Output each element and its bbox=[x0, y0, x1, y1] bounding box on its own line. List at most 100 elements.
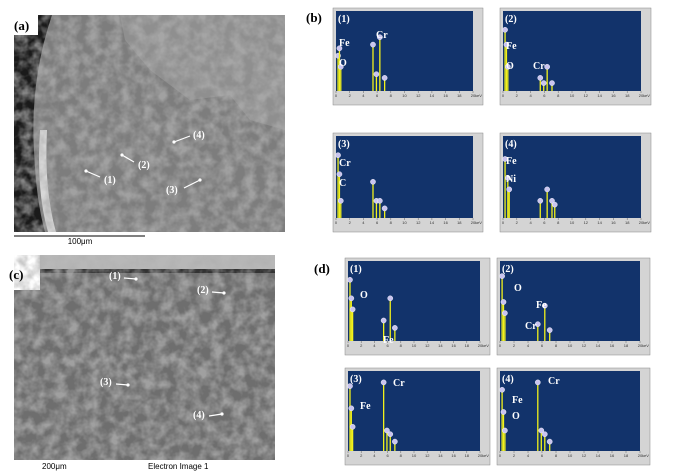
spectrum-plot bbox=[500, 261, 640, 341]
peak-marker bbox=[349, 423, 356, 430]
tick-label: 6 bbox=[376, 220, 379, 225]
element-label: Fe bbox=[360, 401, 371, 412]
element-label: Cr bbox=[548, 376, 560, 387]
tick-label: 2 bbox=[360, 453, 363, 458]
tick-label: 4 bbox=[373, 343, 376, 348]
tick-label: 4 bbox=[529, 93, 532, 98]
tick-label: 0 bbox=[499, 343, 502, 348]
spectrum-label: (2) bbox=[505, 14, 517, 25]
peak-marker bbox=[392, 438, 398, 445]
spectrum-label: (2) bbox=[502, 264, 514, 275]
point-label: (4) bbox=[193, 130, 205, 141]
tick-label: 14 bbox=[597, 220, 602, 225]
peak-marker bbox=[499, 273, 505, 279]
tick-label: 0 bbox=[347, 453, 350, 458]
spectrum-label: (4) bbox=[505, 139, 517, 150]
unit-label: keV bbox=[475, 93, 482, 98]
peak-marker bbox=[544, 64, 550, 70]
point-label: (2) bbox=[138, 160, 150, 171]
tick-label: 18 bbox=[625, 220, 630, 225]
tick-label: 18 bbox=[624, 453, 629, 458]
tick-label: 16 bbox=[443, 93, 448, 98]
tick-label: 6 bbox=[543, 93, 546, 98]
spectrum-plot bbox=[500, 371, 640, 451]
arrow-head bbox=[220, 412, 224, 416]
tick-label: 20 bbox=[638, 453, 643, 458]
peak-marker bbox=[535, 321, 541, 328]
arrow-head bbox=[198, 178, 202, 182]
element-label: Cr bbox=[339, 158, 351, 169]
peak-marker bbox=[535, 379, 541, 386]
spectrum-plot bbox=[348, 261, 480, 341]
element-label: O bbox=[512, 411, 520, 422]
peak-marker bbox=[540, 80, 547, 86]
tick-label: 20 bbox=[639, 220, 644, 225]
tick-label: 12 bbox=[582, 343, 587, 348]
tick-label: 20 bbox=[478, 343, 483, 348]
spectrum-plot bbox=[336, 136, 473, 218]
sem-image-a bbox=[14, 15, 285, 237]
tick-label: 12 bbox=[584, 93, 589, 98]
spectrum-label: (3) bbox=[350, 374, 362, 385]
tick-label: 16 bbox=[451, 453, 456, 458]
peak-marker bbox=[549, 80, 555, 86]
unit-label: keV bbox=[642, 343, 649, 348]
element-label: Fe bbox=[512, 395, 523, 406]
peak-marker bbox=[348, 295, 355, 302]
element-label: Fe bbox=[506, 41, 517, 52]
peak-marker bbox=[502, 26, 508, 33]
arrow bbox=[173, 135, 191, 143]
unit-label: keV bbox=[482, 343, 489, 348]
peak-marker bbox=[377, 34, 383, 41]
peak-marker bbox=[347, 276, 353, 283]
tick-label: 4 bbox=[362, 93, 365, 98]
peak-marker bbox=[380, 379, 387, 386]
arrow-head bbox=[222, 291, 226, 295]
arrow-head bbox=[126, 383, 130, 387]
spectrum-plot bbox=[503, 11, 641, 91]
tick-label: 18 bbox=[465, 453, 470, 458]
element-label: O bbox=[360, 290, 368, 301]
tick-label: 8 bbox=[557, 93, 560, 98]
peak-marker bbox=[542, 431, 548, 438]
scale-bar-label: 100μm bbox=[68, 237, 93, 246]
tick-label: 2 bbox=[516, 93, 519, 98]
tick-label: 8 bbox=[400, 453, 403, 458]
tick-label: 4 bbox=[529, 220, 532, 225]
point-label: (1) bbox=[104, 175, 116, 186]
tick-label: 8 bbox=[390, 93, 393, 98]
tick-label: 10 bbox=[570, 93, 575, 98]
arrow bbox=[123, 277, 137, 280]
tick-label: 6 bbox=[376, 93, 379, 98]
arrow bbox=[211, 291, 225, 294]
peak-marker bbox=[392, 325, 398, 331]
tick-label: 8 bbox=[555, 343, 558, 348]
tick-label: 14 bbox=[596, 343, 601, 348]
unit-label: keV bbox=[475, 220, 482, 225]
peak-marker bbox=[502, 427, 508, 434]
panel-label: (d) bbox=[314, 261, 330, 276]
peak-marker bbox=[546, 327, 553, 333]
tick-label: 4 bbox=[527, 343, 530, 348]
peak-marker bbox=[347, 383, 353, 389]
arrow bbox=[115, 383, 129, 386]
tick-label: 10 bbox=[402, 220, 407, 225]
point-label: (1) bbox=[109, 271, 121, 282]
panel-label: (c) bbox=[9, 267, 23, 282]
spectrum-label: (1) bbox=[338, 14, 350, 25]
tick-label: 20 bbox=[471, 220, 476, 225]
tick-label: 10 bbox=[570, 220, 575, 225]
arrow-head bbox=[172, 140, 176, 144]
unit-label: keV bbox=[642, 453, 649, 458]
unit-label: keV bbox=[482, 453, 489, 458]
tick-label: 2 bbox=[349, 93, 352, 98]
tick-label: 14 bbox=[438, 453, 443, 458]
tick-label: 16 bbox=[610, 343, 615, 348]
tick-label: 16 bbox=[611, 220, 616, 225]
tick-label: 14 bbox=[596, 453, 601, 458]
peak-marker bbox=[500, 409, 507, 415]
tick-label: 10 bbox=[412, 343, 417, 348]
element-label: Cr bbox=[533, 61, 545, 72]
tick-label: 10 bbox=[568, 453, 573, 458]
